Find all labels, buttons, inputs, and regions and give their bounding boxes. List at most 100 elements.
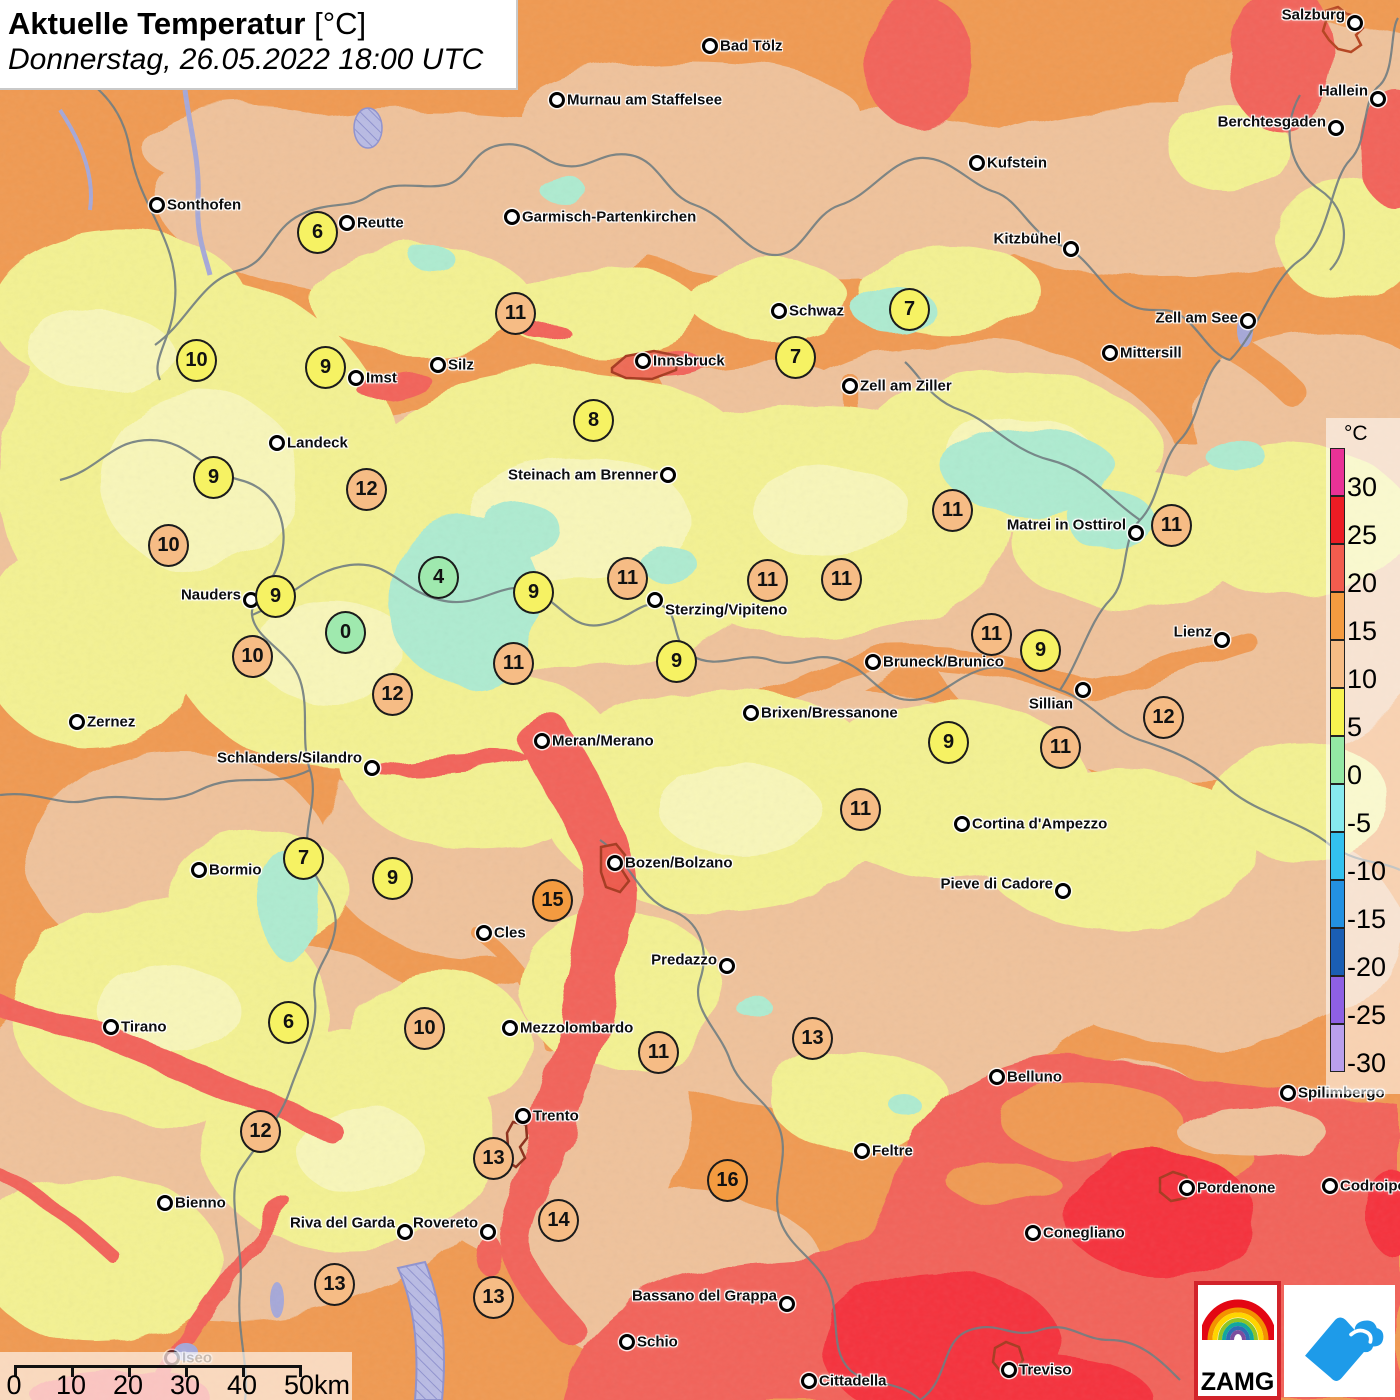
city-dot xyxy=(515,1108,531,1124)
temperature-station: 9 xyxy=(513,571,554,614)
city-dot xyxy=(1075,682,1091,698)
temperature-station: 12 xyxy=(1143,696,1184,739)
city-label: Lienz xyxy=(1173,623,1212,641)
city-dot xyxy=(1322,1178,1338,1194)
city-dot xyxy=(1214,632,1230,648)
partner-logo xyxy=(1284,1285,1395,1397)
city-dot xyxy=(989,1069,1005,1085)
city-label: Pordenone xyxy=(1197,1179,1276,1197)
temperature-station: 15 xyxy=(532,879,573,922)
city-label: Pieve di Cadore xyxy=(940,875,1053,893)
temperature-station: 10 xyxy=(404,1007,445,1050)
colorbar-swatch xyxy=(1330,1024,1345,1072)
city-label: Silz xyxy=(448,356,474,374)
city-label: Steinach am Brenner xyxy=(507,466,658,484)
city-dot xyxy=(149,197,165,213)
temperature-station: 16 xyxy=(707,1159,748,1202)
city-dot xyxy=(865,654,881,670)
city-label: Reutte xyxy=(357,214,404,232)
city-label: Schwaz xyxy=(789,302,845,320)
city-label: Matrei in Osttirol xyxy=(1006,516,1126,534)
scalebar-label: 50km xyxy=(283,1370,351,1400)
city-label: Kufstein xyxy=(987,154,1047,172)
temperature-station: 11 xyxy=(638,1031,679,1074)
city-label: Sterzing/Vipiteno xyxy=(665,601,788,619)
scalebar-tick xyxy=(242,1365,245,1377)
colorbar-swatch xyxy=(1330,928,1345,976)
city-label: Innsbruck xyxy=(653,352,725,370)
city-label: Landeck xyxy=(287,434,348,452)
city-label: Cortina d'Ampezzo xyxy=(972,815,1108,833)
city-label: Brixen/Bressanone xyxy=(761,704,898,722)
scalebar-tick xyxy=(14,1365,17,1377)
colorbar-tick-label: 20 xyxy=(1347,568,1378,598)
colorbar-swatch xyxy=(1330,544,1345,592)
city-dot xyxy=(1055,883,1071,899)
zamg-logo-text: ZAMG xyxy=(1200,1368,1275,1396)
city-dot xyxy=(157,1195,173,1211)
city-dot xyxy=(269,435,285,451)
city-dot xyxy=(1370,91,1386,107)
city-dot xyxy=(103,1019,119,1035)
city-dot xyxy=(549,92,565,108)
city-label: Zernez xyxy=(87,713,136,731)
city-label: Nauders xyxy=(180,586,241,604)
city-dot xyxy=(1001,1362,1017,1378)
temperature-station: 9 xyxy=(372,857,413,900)
colorbar-unit-label: °C xyxy=(1344,422,1368,445)
temperature-station: 9 xyxy=(1020,629,1061,672)
city-dot xyxy=(607,855,623,871)
city-label: Conegliano xyxy=(1043,1224,1125,1242)
temperature-station: 10 xyxy=(176,339,217,382)
city-dot xyxy=(504,209,520,225)
temperature-station: 11 xyxy=(493,642,534,685)
city-dot xyxy=(430,357,446,373)
city-label: Bienno xyxy=(175,1194,226,1212)
city-label: Riva del Garda xyxy=(289,1214,395,1232)
city-label: Imst xyxy=(366,369,397,387)
city-label: Murnau am Staffelsee xyxy=(567,91,723,109)
city-dot xyxy=(364,760,380,776)
city-dot xyxy=(635,353,651,369)
scalebar-tick xyxy=(185,1365,188,1377)
temperature-station: 11 xyxy=(932,489,973,532)
scalebar-label: 40 xyxy=(226,1370,258,1400)
city-dot xyxy=(842,378,858,394)
city-label: Feltre xyxy=(872,1142,913,1160)
city-dot xyxy=(339,215,355,231)
city-label: Codroipo xyxy=(1340,1177,1400,1195)
city-label: Sonthofen xyxy=(167,196,242,214)
city-label: Zell am Ziller xyxy=(860,377,952,395)
city-label: Bad Tölz xyxy=(720,37,783,55)
city-dot xyxy=(397,1224,413,1240)
temperature-station: 0 xyxy=(325,611,366,654)
scalebar-label: 30 xyxy=(169,1370,201,1400)
map-subtitle: Donnerstag, 26.05.2022 18:00 UTC xyxy=(8,43,484,76)
city-label: Bozen/Bolzano xyxy=(625,854,733,872)
temperature-colorbar: °C 30 25 20 15 10 5 0 -5 -10 -15 -20 -25 -30 xyxy=(1326,418,1400,1094)
map-title-text: Aktuelle Temperatur xyxy=(8,6,306,41)
colorbar-tick-label: 25 xyxy=(1347,520,1378,550)
colorbar-swatch xyxy=(1330,976,1345,1024)
city-label: Schio xyxy=(637,1333,678,1351)
city-label: Bruneck/Brunico xyxy=(883,653,1004,671)
colorbar-swatch xyxy=(1330,688,1345,736)
city-label: Mittersill xyxy=(1120,344,1182,362)
city-label: Hallein xyxy=(1318,82,1368,100)
temperature-station: 6 xyxy=(297,211,338,254)
city-label: Rovereto xyxy=(412,1214,478,1232)
city-label: Bormio xyxy=(209,861,262,879)
city-label: Kitzbühel xyxy=(993,230,1062,248)
temperature-station: 11 xyxy=(747,559,788,602)
temperature-station: 9 xyxy=(193,456,234,499)
city-label: Berchtesgaden xyxy=(1217,113,1326,131)
city-dot xyxy=(348,370,364,386)
colorbar-swatch xyxy=(1330,880,1345,928)
city-dot xyxy=(854,1143,870,1159)
temperature-station: 11 xyxy=(607,557,648,600)
temperature-station: 9 xyxy=(656,640,697,683)
city-label: Zell am See xyxy=(1155,309,1238,327)
colorbar-swatch xyxy=(1330,592,1345,640)
city-dot xyxy=(702,38,718,54)
